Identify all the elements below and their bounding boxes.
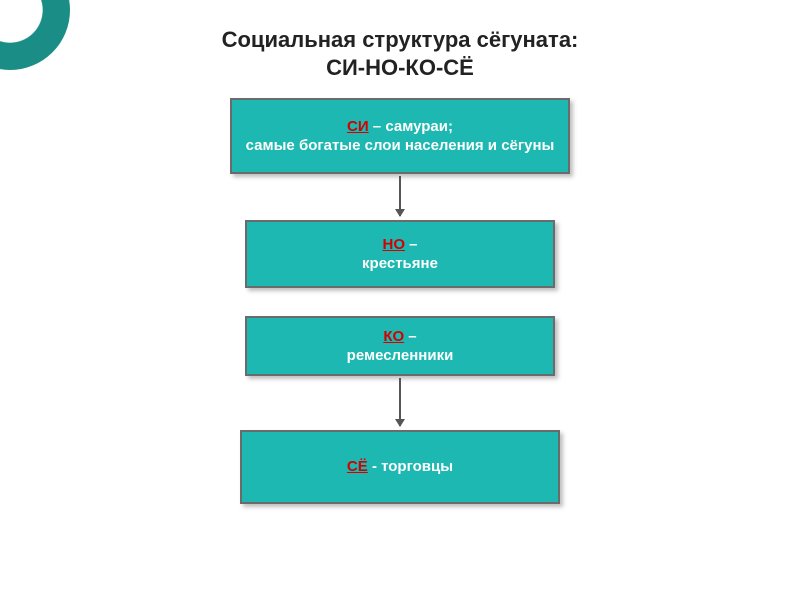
arrow-down-icon bbox=[399, 378, 401, 426]
page-title: Социальная структура сёгуната: СИ-НО-КО-… bbox=[0, 26, 800, 81]
tier-box-ko: КО – ремесленники bbox=[245, 316, 555, 376]
tier-accent: СЁ bbox=[347, 458, 368, 475]
tier-line2: ремесленники bbox=[347, 347, 454, 364]
tier-box-si: СИ – самураи; самые богатые слои населен… bbox=[230, 98, 570, 174]
tier-accent: СИ bbox=[347, 118, 369, 135]
tier-label-si: СИ – самураи; самые богатые слои населен… bbox=[246, 117, 555, 156]
title-line-2: СИ-НО-КО-СЁ bbox=[326, 55, 474, 80]
arrow-down-icon bbox=[399, 176, 401, 216]
tier-box-no: НО – крестьяне bbox=[245, 220, 555, 288]
title-line-1: Социальная структура сёгуната: bbox=[222, 27, 579, 52]
tier-line2: самые богатые слои населения и сёгуны bbox=[246, 137, 555, 154]
tier-label-ko: КО – ремесленники bbox=[347, 327, 454, 366]
tier-label-no: НО – крестьяне bbox=[362, 235, 438, 274]
tier-line2: крестьяне bbox=[362, 255, 438, 272]
tier-accent: НО bbox=[382, 236, 405, 253]
tier-box-se: СЁ - торговцы bbox=[240, 430, 560, 504]
tier-label-se: СЁ - торговцы bbox=[347, 457, 453, 477]
tier-accent: КО bbox=[383, 328, 404, 345]
